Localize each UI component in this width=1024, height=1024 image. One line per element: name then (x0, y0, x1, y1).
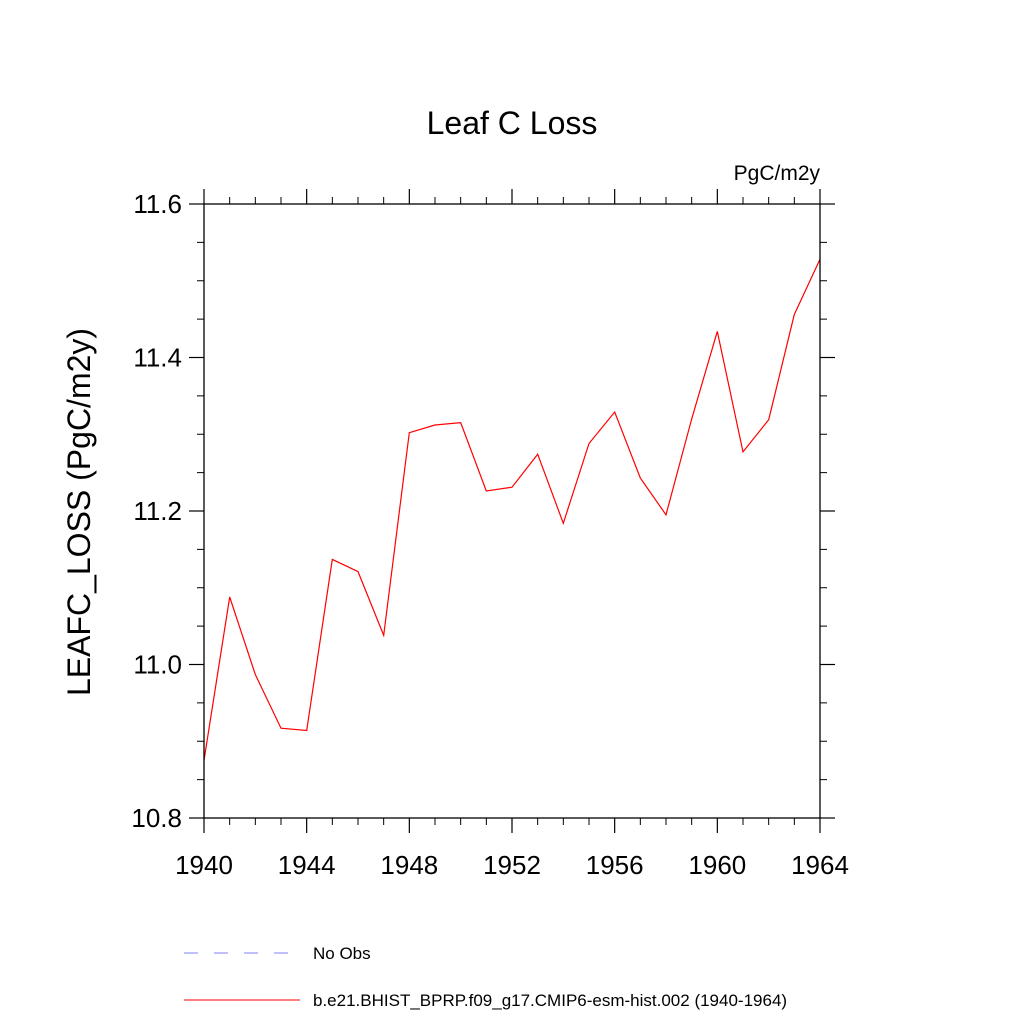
y-tick-label: 11.0 (133, 650, 182, 680)
axis-ticks (189, 189, 835, 833)
legend-label-no-obs: No Obs (313, 944, 371, 963)
x-tick-label: 1952 (483, 850, 541, 880)
y-tick-label: 11.4 (133, 343, 182, 373)
plot-frame (203, 203, 821, 819)
x-tick-label: 1964 (791, 850, 849, 880)
x-tick-label: 1956 (586, 850, 644, 880)
y-tick-label: 10.8 (131, 803, 182, 833)
chart-title: Leaf C Loss (427, 105, 598, 141)
y-axis-label: LEAFC_LOSS (PgC/m2y) (61, 328, 97, 696)
series-lines (203, 259, 821, 761)
x-tick-label: 1960 (688, 850, 746, 880)
series-line (203, 259, 821, 761)
axis-tick-labels: 1940 1944 1948 1952 1956 1960 1964 10.8 11.0 11.2… (131, 189, 849, 880)
x-tick-label: 1940 (175, 850, 233, 880)
legend-label-model: b.e21.BHIST_BPRP.f09_g17.CMIP6-esm-hist.… (313, 991, 787, 1010)
x-tick-label: 1944 (278, 850, 336, 880)
legend: No Obs b.e21.BHIST_BPRP.f09_g17.CMIP6-es… (184, 944, 787, 1010)
y-tick-label: 11.6 (133, 189, 182, 219)
units-label: PgC/m2y (734, 162, 821, 185)
y-tick-label: 11.2 (133, 496, 182, 526)
x-tick-label: 1948 (380, 850, 438, 880)
